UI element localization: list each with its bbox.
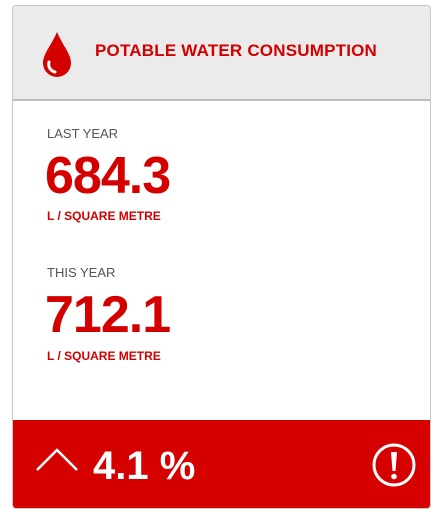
up-chevron (36, 448, 78, 471)
this-year-label: THIS YEAR (47, 265, 116, 280)
this-year-value: 712.1 (45, 286, 171, 344)
card: POTABLE WATER CONSUMPTION LAST YEAR 684.… (12, 5, 431, 509)
last-year-unit: L / SQUARE METRE (47, 209, 161, 223)
header: POTABLE WATER CONSUMPTION (13, 6, 430, 101)
footer: 4.1 % (13, 420, 430, 508)
title: POTABLE WATER CONSUMPTION (95, 41, 378, 60)
alert-icon[interactable] (371, 442, 417, 488)
last-year-value: 684.3 (45, 147, 171, 205)
last-year-label: LAST YEAR (47, 126, 119, 141)
change-value: 4.1 % (93, 444, 196, 488)
this-year-unit: L / SQUARE METRE (47, 349, 161, 363)
drop-icon (43, 32, 71, 77)
